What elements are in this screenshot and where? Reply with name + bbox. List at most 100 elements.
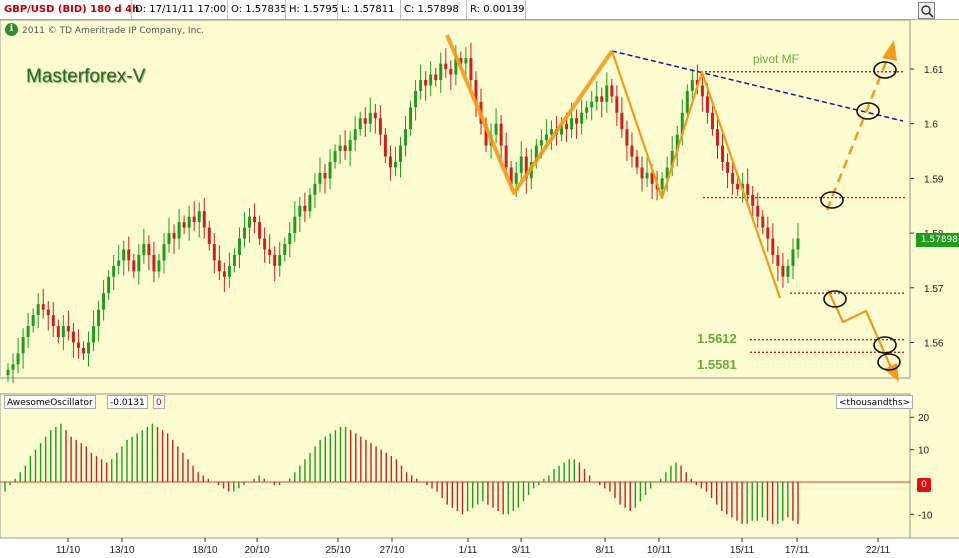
oscillator-unit: <thousandths> xyxy=(836,395,914,409)
candle-body xyxy=(81,347,85,354)
candle-body xyxy=(66,326,70,332)
candle-body xyxy=(700,85,704,97)
zoom-button[interactable] xyxy=(918,2,935,19)
candle-body xyxy=(766,227,770,239)
candle-body xyxy=(580,112,584,124)
candle-body xyxy=(605,85,609,102)
candle-body xyxy=(746,183,750,195)
candle-body xyxy=(41,304,45,310)
x-tick-label: 1/11 xyxy=(459,545,478,556)
candle-body xyxy=(429,74,433,86)
oscillator-name[interactable]: AwesomeOscillator xyxy=(4,395,96,409)
candle-body xyxy=(122,249,126,261)
candle-body xyxy=(187,216,191,228)
candle-body xyxy=(328,161,332,179)
candle-body xyxy=(519,156,523,173)
projection-arrowhead-up xyxy=(882,40,897,61)
candle-body xyxy=(56,326,60,337)
candle-body xyxy=(232,254,236,266)
candle-body xyxy=(484,123,488,146)
candle-body xyxy=(414,90,418,108)
oscillator-value: -0.0131 xyxy=(107,395,148,409)
candle-body xyxy=(534,145,538,162)
candle-body xyxy=(182,222,186,228)
x-tick-label: 13/10 xyxy=(109,545,134,556)
candle-body xyxy=(21,336,25,354)
candle-body xyxy=(434,74,438,80)
candle-body xyxy=(288,233,292,245)
descending-trendline xyxy=(611,50,904,122)
candle-body xyxy=(680,112,684,135)
candle-body xyxy=(217,260,221,272)
candle-body xyxy=(76,342,80,348)
y-tick-label: 1.57 xyxy=(924,284,944,295)
candle-body xyxy=(499,123,503,146)
copyright-text: 2011 © TD Ameritrade IP Company, Inc. xyxy=(22,26,205,36)
header-divider xyxy=(400,0,401,20)
magnifier-icon xyxy=(921,5,934,18)
candle-body xyxy=(107,276,111,294)
candle-body xyxy=(786,265,790,277)
candle-body xyxy=(26,326,30,337)
candle-body xyxy=(449,69,453,75)
time-axis-background xyxy=(0,538,959,558)
candle-body xyxy=(791,249,795,266)
candle-body xyxy=(147,244,151,255)
level-label-upper: 1.5612 xyxy=(697,331,737,346)
candle-body xyxy=(771,238,775,255)
header-divider xyxy=(227,0,228,20)
candle-body xyxy=(278,254,282,266)
candle-body xyxy=(625,129,629,146)
candle-body xyxy=(585,107,589,113)
candle-body xyxy=(36,304,40,316)
x-tick-label: 15/11 xyxy=(730,545,755,556)
candle-body xyxy=(202,211,206,228)
high-value: H: 1.5795 xyxy=(289,4,339,15)
candle-body xyxy=(87,342,91,354)
info-icon[interactable]: i xyxy=(5,23,18,36)
candle-body xyxy=(368,112,372,124)
candle-body xyxy=(242,227,246,239)
candle-body xyxy=(358,118,362,130)
header-divider xyxy=(337,0,338,20)
candle-body xyxy=(343,145,347,152)
candle-body xyxy=(610,85,614,97)
candle-body xyxy=(469,58,473,80)
candle-body xyxy=(796,238,800,250)
candle-body xyxy=(338,145,342,152)
candle-body xyxy=(383,134,387,157)
candle-body xyxy=(409,107,413,130)
x-tick-label: 22/11 xyxy=(866,545,891,556)
candle-body xyxy=(177,222,181,239)
candle-body xyxy=(600,96,604,102)
symbol-label[interactable]: GBP/USD (BID) 180 d 4h xyxy=(4,4,140,15)
candle-body xyxy=(650,172,654,184)
candle-body xyxy=(61,326,65,337)
candle-body xyxy=(112,265,116,277)
candle-body xyxy=(263,238,267,250)
quote-header: GBP/USD (BID) 180 d 4h D: 17/11/11 17:00… xyxy=(0,0,959,20)
watermark-text: Masterforex-V xyxy=(26,66,146,87)
candle-body xyxy=(575,118,579,124)
x-tick-label: 17/11 xyxy=(785,545,810,556)
candle-body xyxy=(172,233,176,239)
key-point-ellipse xyxy=(877,353,901,371)
candle-body xyxy=(504,145,508,168)
candle-body xyxy=(459,58,463,64)
candle-body xyxy=(524,156,528,179)
candle-body xyxy=(373,112,377,119)
candle-body xyxy=(97,309,101,327)
candle-body xyxy=(152,254,156,272)
candle-body xyxy=(761,216,765,228)
key-point-ellipse xyxy=(856,102,880,120)
candle-body xyxy=(258,222,262,239)
candle-body xyxy=(378,118,382,135)
candle-body xyxy=(419,79,423,91)
candle-body xyxy=(207,227,211,245)
y-tick-label: 1.61 xyxy=(924,65,944,76)
candle-body xyxy=(333,151,337,162)
candle-body xyxy=(781,265,785,277)
key-point-ellipse xyxy=(873,61,897,79)
